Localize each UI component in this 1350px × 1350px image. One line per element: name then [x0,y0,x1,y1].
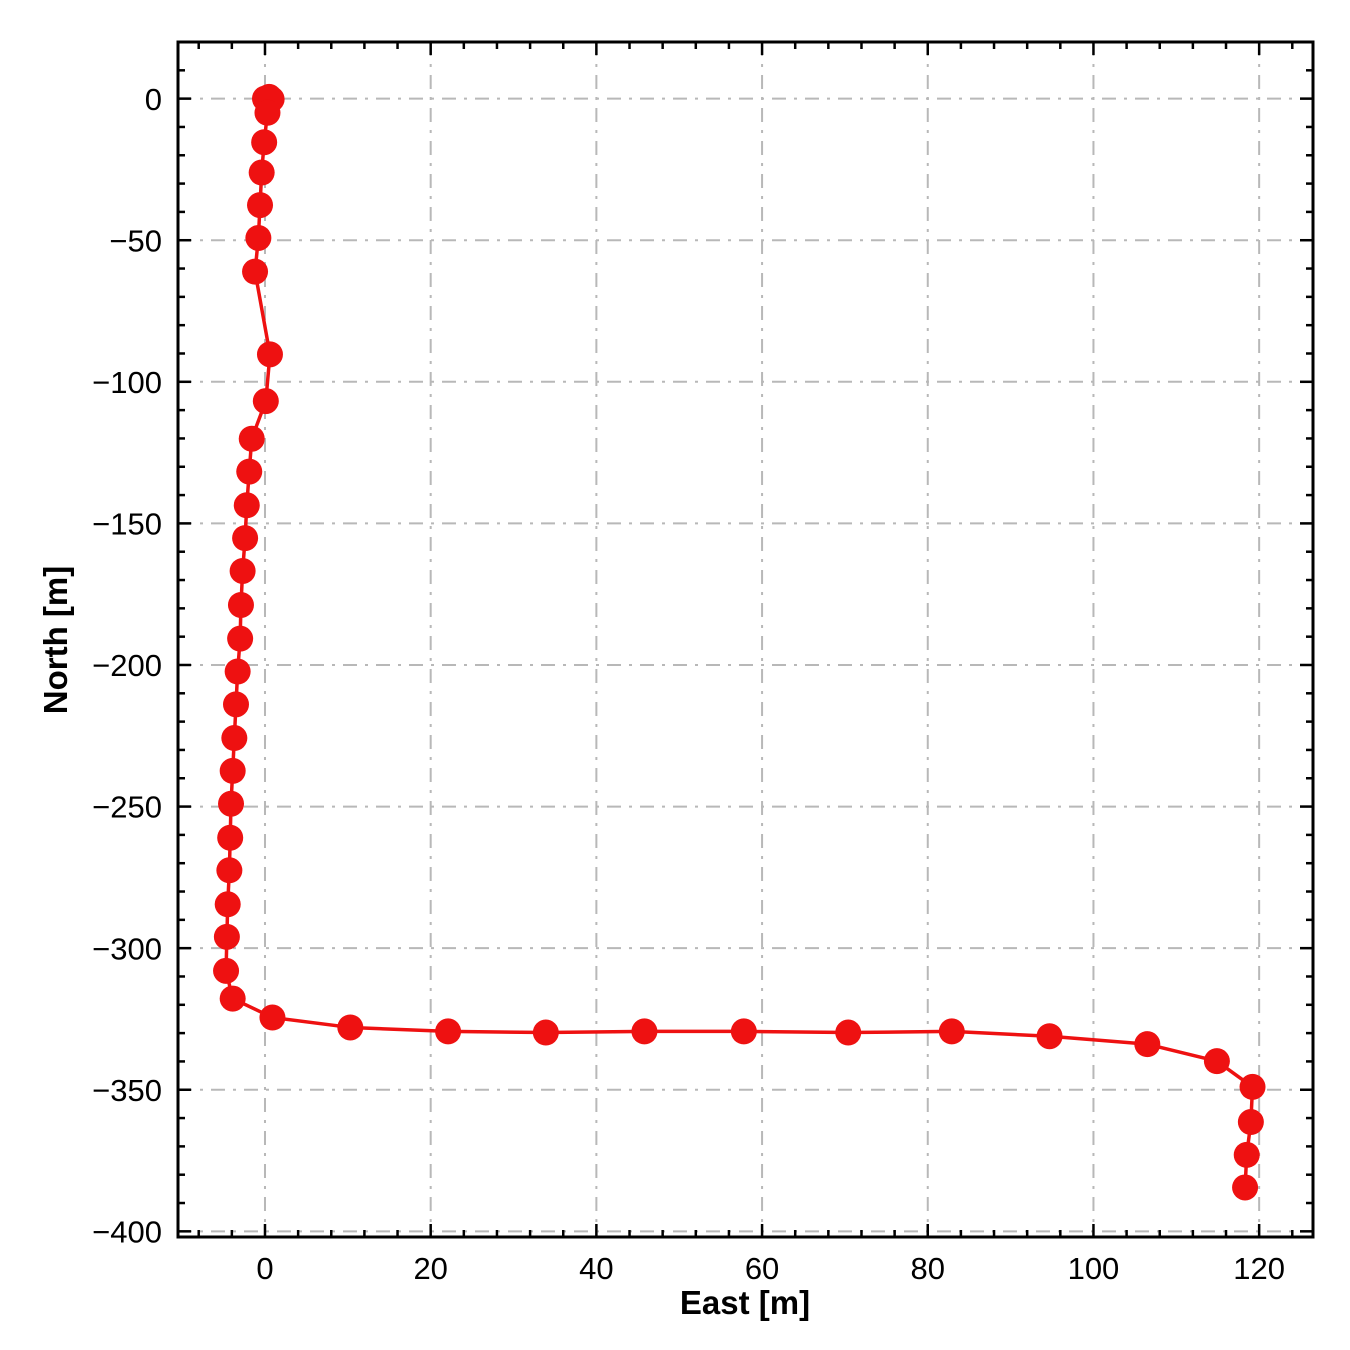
x-tick-label: 40 [579,1251,613,1286]
data-point-marker [219,985,246,1012]
y-axis-label: North [m] [37,565,74,715]
axis-ticks [178,40,1313,1237]
y-tick-label: −250 [92,790,162,825]
data-point-marker [259,1004,286,1031]
x-tick-label: 60 [745,1251,779,1286]
data-point-marker [1232,1174,1259,1201]
data-point-marker [254,99,281,126]
axes-border [176,40,1315,1239]
data-point-marker [730,1018,757,1045]
data-point-marker [435,1018,462,1045]
x-tick-label: 100 [1068,1251,1120,1286]
data-point-marker [217,824,244,851]
data-point-marker [1239,1073,1266,1100]
x-tick-label: 120 [1233,1251,1285,1286]
x-axis-label: East [m] [679,1284,811,1321]
data-point-marker [221,725,248,752]
data-point-marker [229,557,256,584]
y-tick-label: −300 [92,931,162,966]
x-tick-label: 80 [911,1251,945,1286]
data-point-marker [1134,1031,1161,1058]
y-tick-label: −200 [92,648,162,683]
data-point-marker [1036,1023,1063,1050]
data-point-marker [213,923,240,950]
x-tick-label: 20 [413,1251,447,1286]
y-tick-label: −150 [92,507,162,542]
data-point-marker [242,258,269,285]
data-point-marker [236,458,263,485]
y-tick-label: −100 [92,365,162,400]
x-tick-label: 0 [256,1251,273,1286]
data-point-marker [214,891,241,918]
data-point-marker [227,591,254,618]
data-point-marker [1237,1109,1264,1136]
y-tick-label: −50 [109,223,162,258]
y-tick-label: −400 [92,1214,162,1249]
data-point-marker [1233,1141,1260,1168]
data-point-marker [1203,1048,1230,1075]
y-tick-label: −350 [92,1073,162,1108]
data-point-marker [233,492,260,519]
y-tick-label: 0 [145,82,162,117]
data-point-marker [631,1018,658,1045]
data-point-marker [835,1019,862,1046]
tick-labels: 0 20 40 60 80 100 120 0 −50 −100 −150 −200 −250 −300 −… [92,82,1285,1286]
data-point-marker [218,790,245,817]
data-point-marker [252,388,279,415]
data-point-marker [247,192,274,219]
grid-lines [178,42,1313,1237]
data-point-marker [222,691,249,718]
data-point-marker [532,1019,559,1046]
data-point-marker [938,1018,965,1045]
data-point-marker [219,757,246,784]
data-point-marker [213,957,240,984]
data-point-marker [238,425,265,452]
data-point-marker [337,1014,364,1041]
trajectory-markers [213,83,1266,1201]
data-point-marker [227,625,254,652]
data-point-marker [216,857,243,884]
data-point-marker [256,341,283,368]
data-point-marker [248,159,275,186]
data-point-marker [232,525,259,552]
data-point-marker [251,129,278,156]
data-point-marker [224,658,251,685]
data-point-marker [245,224,272,251]
